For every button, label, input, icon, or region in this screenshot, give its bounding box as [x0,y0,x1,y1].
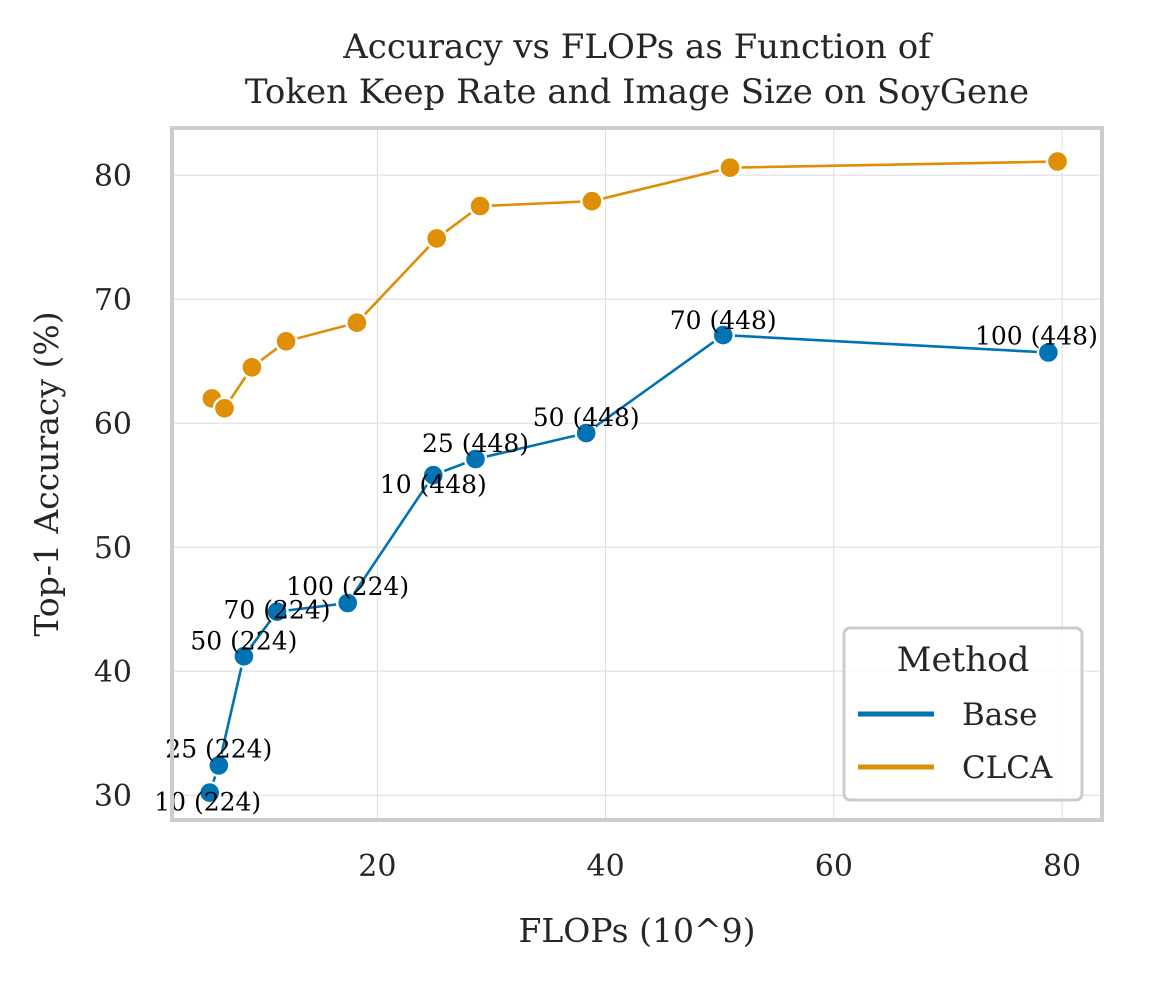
series-line-base [208,333,1049,794]
point-base-5 [421,463,445,487]
series-line-clca [211,160,1058,411]
point-clca-3 [274,329,298,353]
y-tick-label-30: 30 [94,779,132,814]
y-tick-label-80: 80 [94,159,132,194]
y-axis-label: Top-1 Accuracy (%) [27,311,66,636]
point-clca-6 [468,194,492,218]
chart-title-line-1: Accuracy vs FLOPs as Function of [342,27,933,67]
point-clca-5 [425,226,449,251]
x-axis-label: FLOPs (10^9) [519,911,756,950]
y-tick-label-70: 70 [94,283,132,318]
legend-box [842,626,1084,802]
chart-title-line-2: Token Keep Rate and Image Size on SoyGen… [245,72,1029,112]
label-layer: 10 (224)25 (224)50 (224)70 (224)100 (224… [154,306,1098,817]
point-base-3 [265,600,289,624]
point-label-base-5: 10 (448) [380,470,487,499]
point-label-base-1: 25 (224) [165,734,272,763]
point-base-4 [336,591,360,615]
point-label-base-9: 100 (448) [975,322,1098,351]
series-clca [200,149,1070,420]
point-clca-8 [718,155,742,180]
series-layer [197,149,1070,805]
point-label-base-4: 100 (224) [286,572,409,601]
y-tick-label-50: 50 [94,531,132,566]
point-clca-9 [1045,149,1070,174]
point-label-base-7: 50 (448) [533,403,640,432]
point-label-base-6: 25 (448) [422,429,529,458]
point-base-9 [1036,340,1061,365]
legend-label-base: Base [962,697,1038,733]
tick-layer: 20 40 60 80 30 40 50 60 70 80 [94,159,1081,884]
point-label-base-2: 50 (224) [190,626,297,655]
legend-label-clca: CLCA [962,750,1053,786]
point-clca-7 [580,189,604,213]
point-label-base-8: 70 (448) [670,306,777,335]
plot-frame [170,126,1104,822]
point-clca-1 [212,396,237,420]
point-base-8 [711,323,735,347]
x-tick-label-80: 80 [1043,849,1081,884]
point-base-6 [463,447,488,471]
point-clca-2 [240,355,264,379]
legend-title: Method [897,640,1030,680]
y-tick-label-40: 40 [94,655,132,690]
point-clca-4 [345,311,369,335]
point-base-7 [574,421,598,445]
point-base-0 [197,781,222,805]
grid-layer [172,128,1102,820]
x-tick-label-20: 20 [358,849,396,884]
legend: Method Base CLCA [842,626,1084,802]
x-tick-label-40: 40 [587,849,625,884]
y-tick-label-60: 60 [94,407,132,442]
point-base-1 [207,753,231,778]
point-base-2 [232,644,256,668]
series-base [197,323,1061,805]
x-tick-label-60: 60 [815,849,853,884]
point-label-base-3: 70 (224) [224,596,331,625]
